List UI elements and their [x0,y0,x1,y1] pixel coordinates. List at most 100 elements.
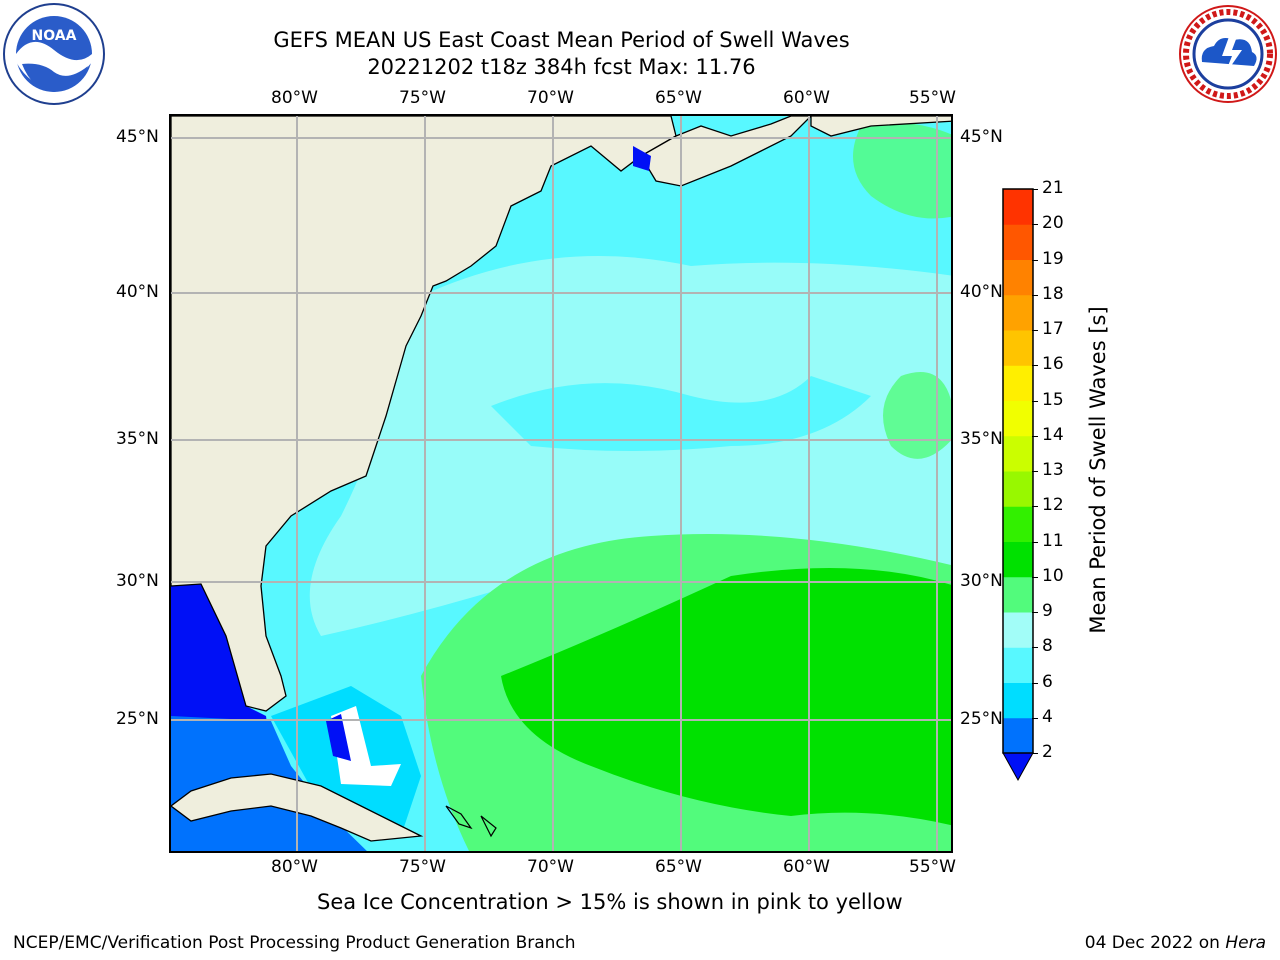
colorbar-band [1003,365,1033,401]
colorbar-band [1003,400,1033,437]
colorbar-tick-label: 19 [1042,248,1064,269]
noaa-logo: NOAA [2,2,106,106]
lon-label-bottom: 80°W [271,857,318,877]
colorbar [1002,188,1034,782]
colorbar-band [1003,576,1033,613]
colorbar-band [1003,259,1033,296]
colorbar-tick-mark [1032,612,1038,613]
map-canvas [171,116,951,851]
colorbar-tick-mark [1032,717,1038,719]
lat-label-right: 40°N [960,282,1003,302]
colorbar-tick-mark [1032,294,1038,296]
colorbar-band [1003,189,1033,225]
colorbar-tick-mark [1032,576,1038,578]
lat-label-right: 25°N [960,709,1003,729]
map-panel [169,114,953,853]
lat-label-right: 30°N [960,571,1003,591]
footer-host: Hera [1225,933,1266,953]
bahamas-deep [326,714,351,761]
region-9-10s-north [853,122,951,219]
lon-label-bottom: 70°W [527,857,574,877]
colorbar-tick-label: 16 [1042,354,1064,375]
colorbar-tick-label: 18 [1042,283,1064,304]
colorbar-ticks: 2 4 6 8 9 10 11 12 13 14 15 16 17 18 19 20 21 [1032,178,1096,768]
colorbar-tick-mark [1032,753,1038,754]
colorbar-band [1003,647,1033,683]
colorbar-tick-label: 21 [1042,178,1064,198]
colorbar-tick-mark [1032,330,1038,331]
sea-ice-note: Sea Ice Concentration > 15% is shown in … [317,890,903,914]
colorbar-tick-mark [1032,471,1038,472]
lon-label-top: 80°W [271,88,318,108]
colorbar-tick-mark [1032,506,1038,508]
land-nova-scotia [640,116,812,187]
bahamas-bank [331,706,401,786]
colorbar-tick-mark [1032,189,1038,190]
plot-title: GEFS MEAN US East Coast Mean Period of S… [273,28,850,52]
lat-label-left: 25°N [116,709,159,729]
colorbar-tick-label: 12 [1042,495,1064,516]
lat-label-right: 35°N [960,429,1003,449]
footer-credit: NCEP/EMC/Verification Post Processing Pr… [13,933,576,953]
lon-label-top: 75°W [399,88,446,108]
colorbar-tick-label: 14 [1042,424,1064,445]
colorbar-tick-mark [1032,435,1038,437]
colorbar-tick-label: 9 [1042,601,1053,621]
colorbar-band [1003,682,1033,719]
colorbar-tick-label: 11 [1042,530,1064,551]
nws-logo [1178,4,1278,104]
lon-label-top: 70°W [527,88,574,108]
lon-label-bottom: 55°W [909,857,956,877]
colorbar-tick-mark [1032,647,1038,649]
colorbar-tick-label: 6 [1042,671,1053,692]
island [445,805,473,830]
region-10-11s [501,568,951,826]
lat-label-right: 45°N [960,127,1003,147]
colorbar-svg [1002,188,1034,782]
colorbar-tick-mark [1032,224,1038,226]
land-newfoundland [810,116,951,137]
colorbar-tick-mark [1032,541,1038,543]
colorbar-label: Mean Period of Swell Waves [s] [1086,306,1110,634]
colorbar-tick-label: 15 [1042,389,1064,410]
colorbar-band [1003,506,1033,542]
colorbar-tick-mark [1032,682,1038,684]
colorbar-extend-low [1002,752,1034,782]
lat-label-left: 45°N [116,127,159,147]
footer-date: 04 Dec 2022 on Hera [1085,933,1266,953]
lon-label-top: 55°W [909,88,956,108]
colorbar-band [1003,471,1033,507]
colorbar-band [1003,717,1033,754]
colorbar-tick-label: 8 [1042,636,1053,657]
colorbar-tick-label: 13 [1042,460,1064,480]
lat-label-left: 30°N [116,571,159,591]
colorbar-tick-mark [1032,259,1038,261]
lon-label-top: 65°W [655,88,702,108]
lon-label-top: 60°W [783,88,830,108]
colorbar-tick-mark [1032,365,1038,367]
colorbar-band [1003,224,1033,260]
bay-of-fundy [633,146,651,171]
colorbar-band [1003,294,1033,331]
lat-label-left: 35°N [116,429,159,449]
colorbar-tick-label: 17 [1042,319,1064,339]
lon-label-bottom: 65°W [655,857,702,877]
colorbar-band [1003,330,1033,366]
colorbar-band [1003,541,1033,578]
footer-date-text: 04 Dec 2022 on [1084,933,1226,953]
graticule [171,116,951,851]
colorbar-tick-label: 10 [1042,565,1064,586]
noaa-logo-text: NOAA [32,28,77,44]
colorbar-band [1003,435,1033,472]
lon-label-bottom: 75°W [399,857,446,877]
lat-label-left: 40°N [116,282,159,302]
colorbar-tick-label: 2 [1042,742,1053,762]
island [480,815,497,838]
region-9-10s-east [883,372,951,459]
colorbar-tick-label: 4 [1042,706,1053,727]
colorbar-tick-mark [1032,400,1038,402]
colorbar-band [1003,612,1033,648]
lon-label-bottom: 60°W [783,857,830,877]
colorbar-tick-label: 20 [1042,213,1064,234]
plot-subtitle: 20221202 t18z 384h fcst Max: 11.76 [367,55,756,79]
